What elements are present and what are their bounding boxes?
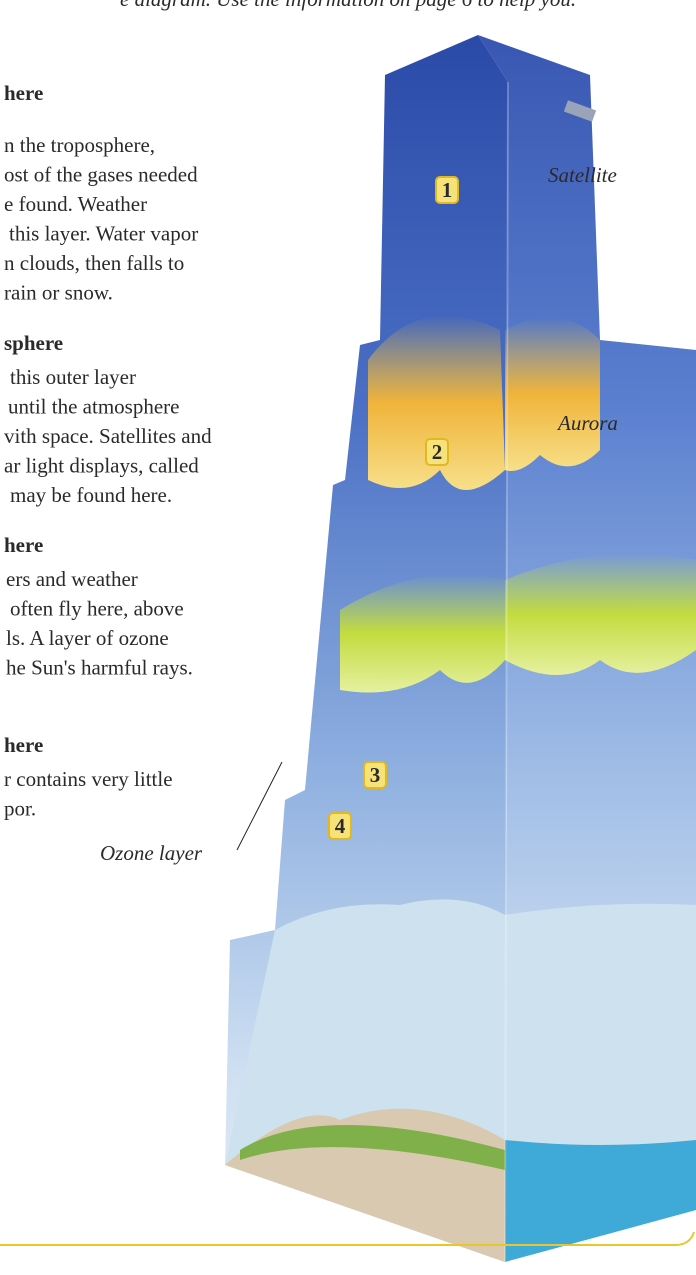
instruction: e diagram. Use the information on page 6… <box>120 0 576 11</box>
marker-box <box>425 438 449 466</box>
section-heading: here <box>4 533 43 557</box>
marker-number: 2 <box>432 440 443 464</box>
marker-number: 3 <box>370 763 381 787</box>
body-line: often fly here, above <box>10 597 184 621</box>
tower <box>225 35 696 1263</box>
markers: 1 2 3 4 <box>328 176 459 840</box>
body-line: n clouds, then falls to <box>4 251 184 275</box>
aurora-label: Aurora <box>556 411 618 435</box>
body-line: vith space. Satellites and <box>4 424 212 448</box>
satellite-label: Satellite <box>548 163 617 187</box>
body-line: n the troposphere, <box>4 133 155 157</box>
body-line: e found. Weather <box>4 192 147 216</box>
body-line: ost of the gases needed <box>4 163 198 187</box>
body-line: until the atmosphere <box>8 395 179 419</box>
text-column: here n the troposphere, ost of the gases n… <box>4 81 212 821</box>
section-heading: here <box>4 81 43 105</box>
marker-number: 1 <box>442 178 453 202</box>
section-heading: here <box>4 733 43 757</box>
body-line: r contains very little <box>4 767 173 791</box>
marker-box <box>435 176 459 204</box>
border-line <box>0 1231 695 1246</box>
marker-number: 4 <box>335 814 346 838</box>
body-line: this layer. Water vapor <box>9 222 198 246</box>
ozone-pointer <box>236 761 283 851</box>
body-line: ls. A layer of ozone <box>6 626 169 650</box>
marker-box <box>328 812 352 840</box>
body-line: he Sun's harmful rays. <box>6 656 193 680</box>
body-line: ar light displays, called <box>4 454 199 478</box>
body-line: por. <box>4 797 36 821</box>
ozone-label: Ozone layer <box>100 841 203 865</box>
section-heading: sphere <box>4 331 63 355</box>
body-line: may be found here. <box>10 483 172 507</box>
body-line: rain or snow. <box>4 281 113 305</box>
body-line: ers and weather <box>6 567 138 591</box>
body-line: this outer layer <box>10 365 136 389</box>
marker-box <box>363 761 387 789</box>
